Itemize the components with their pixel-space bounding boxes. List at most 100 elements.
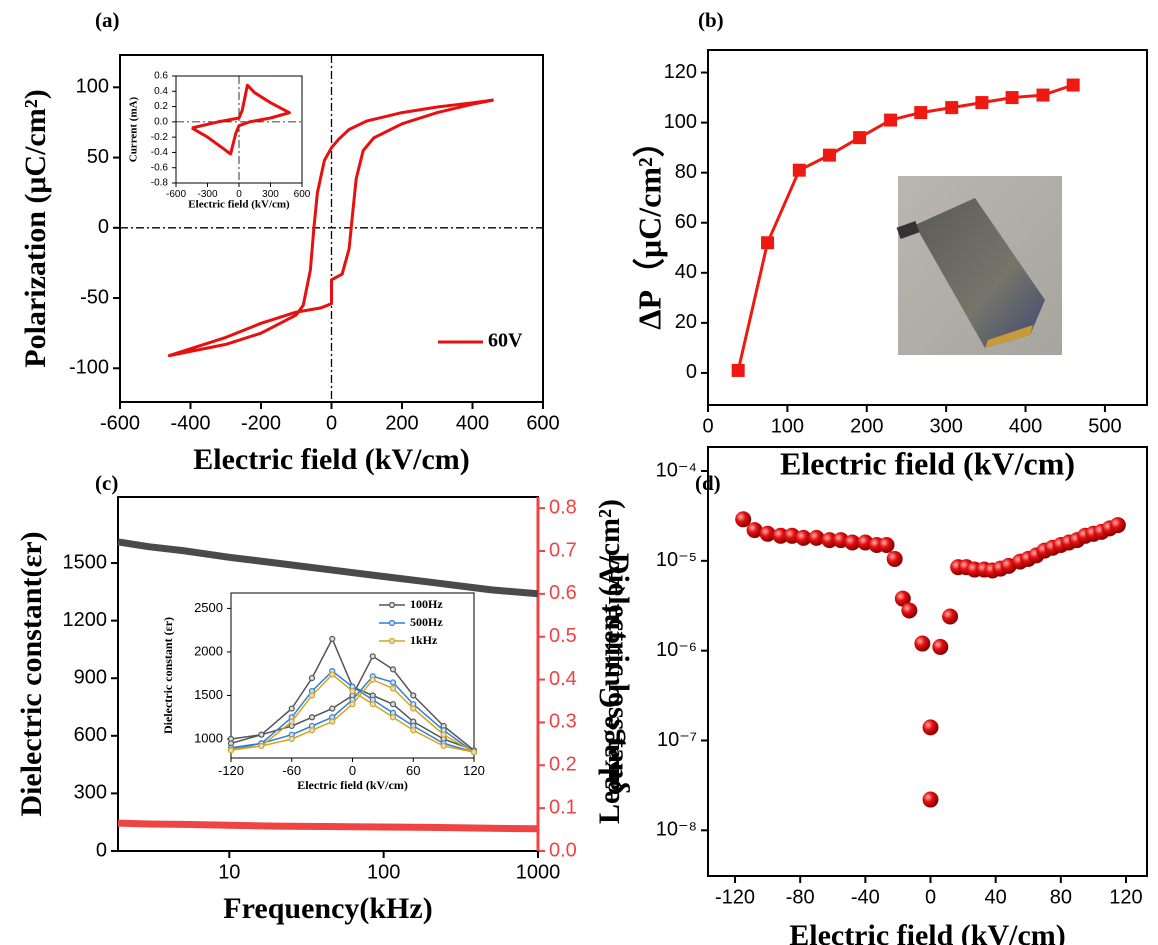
y-tick-label: 0.0 (154, 116, 168, 127)
y-tick-label: 10⁻⁵ (656, 549, 697, 571)
data-point (308, 727, 316, 734)
data-point (369, 701, 376, 708)
y2-tick-label: 0.2 (549, 754, 577, 776)
y-axis-title: Current (mA) (128, 96, 140, 162)
x-tick-label: -600 (100, 412, 140, 434)
plot-frame (230, 592, 475, 759)
data-point (1066, 78, 1080, 92)
y-tick-label: 0 (98, 216, 109, 238)
y-tick-label: 1500 (63, 551, 108, 573)
data-point (258, 731, 265, 738)
data-point (922, 791, 939, 808)
data-point (349, 688, 356, 695)
plot-frame (175, 75, 303, 184)
data-point (410, 705, 417, 712)
y-tick-label: 0.6 (154, 71, 168, 82)
legend-label: 500Hz (410, 615, 443, 629)
data-point (901, 602, 918, 619)
data-point (308, 714, 316, 721)
y2-tick-label: 0.0 (549, 839, 577, 861)
data-point (258, 742, 265, 750)
series-line (117, 538, 539, 598)
data-point (410, 692, 417, 699)
x-tick-label: 0 (236, 189, 242, 200)
y-tick-label: 0.4 (154, 86, 168, 97)
x-tick-label: 200 (850, 415, 883, 437)
data-point (227, 747, 235, 754)
x-tick-label: -300 (197, 189, 217, 200)
y-tick-label: -0.6 (151, 162, 169, 173)
legend-label: 100Hz (410, 597, 443, 611)
y-tick-label: 60 (675, 211, 697, 233)
y-tick-label: 2000 (194, 643, 223, 658)
y-tick-label: 900 (74, 667, 107, 689)
y-tick-label: 100 (664, 111, 697, 133)
data-point (884, 113, 898, 127)
data-point (795, 529, 812, 546)
data-point (922, 719, 939, 736)
data-point (369, 653, 376, 660)
panel: 10 100 10000300600900120015000.00.10.20.30… (15, 471, 635, 925)
y2-tick-label: 0.4 (549, 668, 577, 690)
data-point (1005, 91, 1019, 105)
y2-tick-label: 0.3 (549, 711, 577, 733)
data-point (329, 671, 336, 678)
data-point (369, 676, 376, 683)
y-axis-title: Dielectric constant(εr) (15, 531, 48, 816)
data-point (731, 363, 745, 377)
x-tick-label: -200 (241, 412, 281, 434)
y-tick-label: 0 (686, 361, 697, 383)
data-point (1109, 517, 1126, 534)
y-tick-label: 10⁻⁴ (656, 459, 697, 481)
legend-label: 1kHz (410, 633, 438, 647)
series-line (191, 83, 291, 156)
y-tick-label: 120 (664, 61, 697, 83)
y-tick-label: 0.2 (154, 101, 168, 112)
legend-marker (388, 601, 396, 609)
y-tick-label: 10⁻⁶ (656, 639, 697, 661)
panel: -120 -60 0 60 120 1000 1500 2000 2500 Electric fi… (161, 592, 485, 792)
x-axis-title: Electric field (kV/cm) (193, 443, 470, 476)
data-point (886, 550, 903, 567)
data-point (329, 718, 336, 725)
y-tick-label: -0.8 (151, 178, 169, 189)
x-tick-label: 600 (526, 412, 559, 434)
panel: 0 100 200 300 400 500 0 20 40 60 80 100 120 Electric … (631, 8, 1148, 481)
y2-tick-label: 0.7 (549, 539, 577, 561)
data-point (288, 718, 295, 725)
y2-tick-label: 0.6 (549, 582, 577, 604)
y-axis-title: Polarization (μC/cm²) (19, 89, 52, 367)
data-point (349, 701, 356, 708)
x-tick-label: 300 (262, 189, 279, 200)
data-point (308, 692, 316, 699)
y-tick-label: 50 (87, 146, 109, 168)
data-point (329, 705, 336, 712)
x-tick-label: 0 (925, 886, 936, 908)
data-point (942, 608, 959, 625)
x-tick-label: 400 (456, 412, 489, 434)
x-tick-label: 100 (771, 415, 804, 437)
y-tick-label: -0.4 (151, 147, 169, 158)
y-tick-label: 80 (675, 161, 697, 183)
y-tick-label: 100 (76, 76, 109, 98)
x-tick-label: -60 (282, 763, 301, 778)
panel-label: (c) (95, 471, 118, 495)
x-tick-label: 600 (294, 189, 311, 200)
y2-tick-label: 0.5 (549, 625, 577, 647)
data-point (329, 635, 336, 642)
y2-axis-title: Dielectric loss tanδ (602, 553, 635, 795)
panel-label: (b) (698, 8, 724, 32)
x-axis-title: Electric field (kV/cm) (188, 199, 290, 211)
y-tick-label: -0.2 (151, 132, 169, 143)
x-tick-label: -80 (786, 886, 815, 908)
y-tick-label: -50 (80, 286, 109, 308)
data-point (894, 590, 911, 607)
panel: -120 -80 -40 0 40 80 120 10⁻⁸ 10⁻⁷ 10⁻⁶ 10⁻⁵ 10⁻⁴ El… (593, 446, 1148, 945)
panel-label: (a) (95, 8, 120, 32)
x-tick-label: 300 (929, 415, 962, 437)
x-tick-label: 1000 (516, 861, 561, 883)
x-axis-title: Electric field (kV/cm) (780, 445, 1075, 481)
x-tick-label: 200 (385, 412, 418, 434)
y-axis-title: Dielectric constant (εr) (161, 617, 175, 734)
